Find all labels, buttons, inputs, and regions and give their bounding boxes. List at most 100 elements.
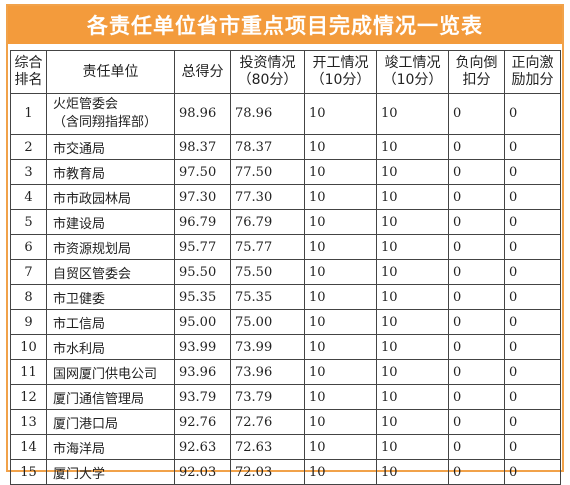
cell-start: 10: [304, 434, 377, 460]
table-row: 12 厦门通信管理局 93.79 73.79 10 10 0 0: [10, 384, 561, 410]
cell-start: 10: [304, 334, 377, 360]
cell-negative: 0: [448, 434, 505, 460]
cell-complete: 10: [376, 409, 449, 435]
cell-rank: 7: [10, 259, 47, 285]
cell-rank: 14: [10, 434, 47, 460]
table-row: 5 市建设局 96.79 76.79 10 10 0 0: [10, 209, 561, 235]
header-start: 开工情况 （10分）: [304, 50, 377, 94]
cell-rank: 2: [10, 134, 47, 160]
cell-negative: 0: [448, 359, 505, 385]
cell-unit: 市卫健委: [46, 284, 175, 310]
cell-complete: 10: [376, 434, 449, 460]
cell-unit: 厦门港口局: [46, 409, 175, 435]
cell-negative: 0: [448, 384, 505, 410]
cell-invest: 76.79: [230, 209, 305, 235]
table-row: 3 市教育局 97.50 77.50 10 10 0 0: [10, 159, 561, 185]
cell-positive: 0: [504, 384, 561, 410]
cell-total: 98.37: [174, 134, 231, 160]
cell-invest: 75.35: [230, 284, 305, 310]
cell-total: 95.35: [174, 284, 231, 310]
cell-complete: 10: [376, 184, 449, 210]
cell-negative: 0: [448, 459, 505, 485]
cell-total: 98.96: [174, 93, 231, 135]
cell-unit: 市交通局: [46, 134, 175, 160]
cell-invest: 72.03: [230, 459, 305, 485]
cell-positive: 0: [504, 93, 561, 135]
table-row: 4 市市政园林局 97.30 77.30 10 10 0 0: [10, 184, 561, 210]
cell-rank: 11: [10, 359, 47, 385]
cell-invest: 75.00: [230, 309, 305, 335]
cell-invest: 73.96: [230, 359, 305, 385]
cell-invest: 77.30: [230, 184, 305, 210]
cell-start: 10: [304, 234, 377, 260]
cell-negative: 0: [448, 259, 505, 285]
cell-rank: 13: [10, 409, 47, 435]
table-row: 15 厦门大学 92.03 72.03 10 10 0 0: [10, 459, 561, 485]
cell-invest: 73.99: [230, 334, 305, 360]
cell-complete: 10: [376, 384, 449, 410]
cell-unit: 自贸区管委会: [46, 259, 175, 285]
cell-rank: 9: [10, 309, 47, 335]
cell-total: 97.30: [174, 184, 231, 210]
table-row: 10 市水利局 93.99 73.99 10 10 0 0: [10, 334, 561, 360]
cell-complete: 10: [376, 134, 449, 160]
table-row: 6 市资源规划局 95.77 75.77 10 10 0 0: [10, 234, 561, 260]
cell-positive: 0: [504, 459, 561, 485]
ranking-table: 综合 排名 责任单位 总得分 投资情况 （80分） 开工情况 （10分） 竣工情况 （1…: [10, 50, 561, 485]
cell-complete: 10: [376, 159, 449, 185]
cell-rank: 12: [10, 384, 47, 410]
cell-negative: 0: [448, 334, 505, 360]
cell-start: 10: [304, 359, 377, 385]
cell-positive: 0: [504, 309, 561, 335]
cell-rank: 8: [10, 284, 47, 310]
header-total: 总得分: [174, 50, 231, 94]
cell-negative: 0: [448, 209, 505, 235]
cell-total: 92.76: [174, 409, 231, 435]
cell-unit: 市海洋局: [46, 434, 175, 460]
cell-invest: 72.63: [230, 434, 305, 460]
cell-rank: 10: [10, 334, 47, 360]
cell-positive: 0: [504, 209, 561, 235]
cell-complete: 10: [376, 459, 449, 485]
cell-rank: 6: [10, 234, 47, 260]
table-body: 1 火炬管委会 （含同翔指挥部） 98.96 78.96 10 10 0 0 2 市交通局 98.37…: [10, 93, 561, 485]
cell-unit: 国网厦门供电公司: [46, 359, 175, 385]
table-title: 各责任单位省市重点项目完成情况一览表: [8, 6, 562, 44]
cell-invest: 73.79: [230, 384, 305, 410]
cell-negative: 0: [448, 159, 505, 185]
cell-complete: 10: [376, 309, 449, 335]
cell-rank: 3: [10, 159, 47, 185]
cell-unit: 厦门通信管理局: [46, 384, 175, 410]
cell-start: 10: [304, 284, 377, 310]
cell-total: 95.00: [174, 309, 231, 335]
cell-unit: 厦门大学: [46, 459, 175, 485]
cell-total: 92.63: [174, 434, 231, 460]
cell-unit: 市建设局: [46, 209, 175, 235]
cell-rank: 15: [10, 459, 47, 485]
cell-complete: 10: [376, 234, 449, 260]
cell-unit: 市市政园林局: [46, 184, 175, 210]
cell-total: 97.50: [174, 159, 231, 185]
cell-start: 10: [304, 259, 377, 285]
cell-start: 10: [304, 209, 377, 235]
cell-positive: 0: [504, 159, 561, 185]
cell-total: 93.99: [174, 334, 231, 360]
table-row: 13 厦门港口局 92.76 72.76 10 10 0 0: [10, 409, 561, 435]
cell-unit: 市资源规划局: [46, 234, 175, 260]
cell-start: 10: [304, 309, 377, 335]
cell-negative: 0: [448, 134, 505, 160]
cell-positive: 0: [504, 259, 561, 285]
cell-start: 10: [304, 134, 377, 160]
cell-positive: 0: [504, 334, 561, 360]
table-row: 2 市交通局 98.37 78.37 10 10 0 0: [10, 134, 561, 160]
header-complete: 竣工情况 （10分）: [376, 50, 449, 94]
table-row: 9 市工信局 95.00 75.00 10 10 0 0: [10, 309, 561, 335]
cell-total: 93.96: [174, 359, 231, 385]
cell-total: 93.79: [174, 384, 231, 410]
cell-complete: 10: [376, 93, 449, 135]
cell-positive: 0: [504, 359, 561, 385]
cell-total: 92.03: [174, 459, 231, 485]
cell-unit: 市工信局: [46, 309, 175, 335]
header-positive: 正向激 励加分: [504, 50, 561, 94]
cell-start: 10: [304, 409, 377, 435]
